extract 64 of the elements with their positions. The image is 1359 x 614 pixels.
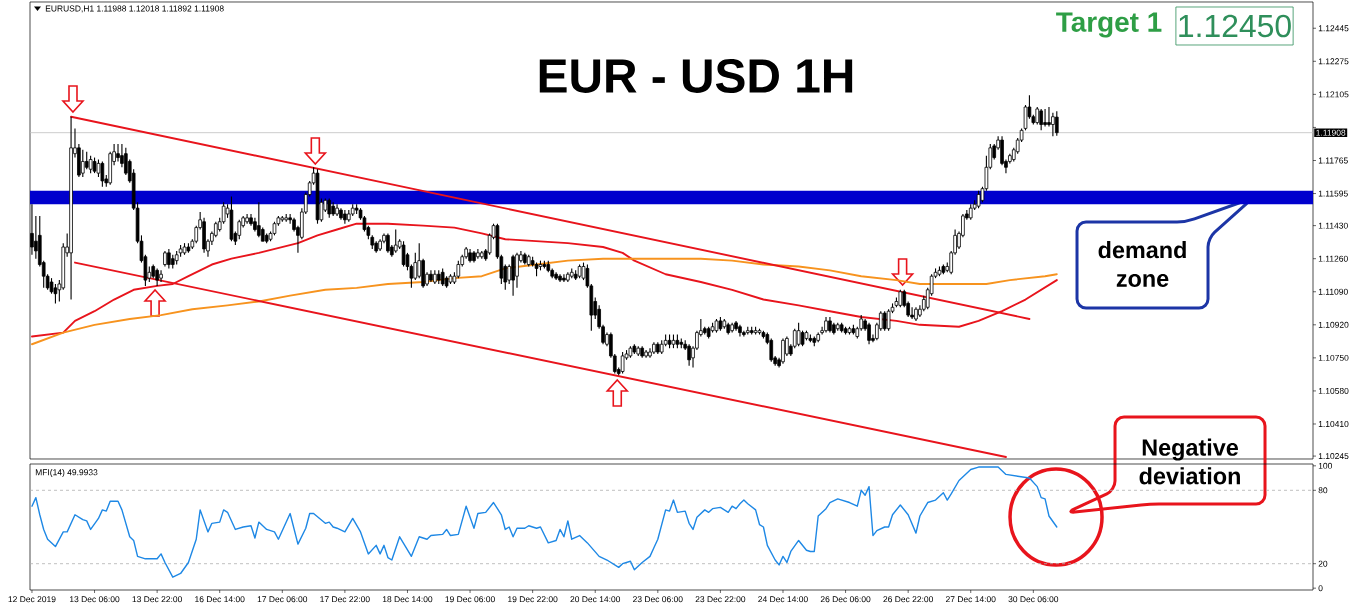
x-tick-label: 27 Dec 14:00 [945,596,996,603]
y-tick-label: 1.10410 [1318,421,1349,427]
annotation: 1.12450 [1179,14,1291,38]
y-tick-label: 1.12275 [1318,58,1349,65]
text: EUR - USD 1H [539,59,853,93]
y-tick-label: 0 [1318,585,1323,592]
y-tick-label: 1.12445 [1318,25,1349,32]
candlestick [393,228,398,254]
candlestick [1043,108,1047,127]
x-tick-label: 23 Dec 22:00 [695,596,746,603]
x-tick-label: 20 Dec 14:00 [570,596,621,603]
text: MFI(14) 49.9933 [35,469,98,477]
band-label: demand zone [1098,241,1186,287]
x-tick-label: 19 Dec 06:00 [445,596,495,603]
candlestick [476,248,480,260]
x-tick-label: 18 Dec 14:00 [382,596,433,603]
x-tick-label: 12 Dec 2019 [8,596,56,603]
y-tick-label: 1.10245 [1318,453,1349,460]
x-tick-label: 13 Dec 22:00 [132,596,182,603]
x-tick-label: 26 Dec 06:00 [820,596,871,603]
y-tick-label: 1.10750 [1318,354,1349,361]
y-tick-label: 20 [1318,560,1328,567]
x-tick-label: 24 Dec 14:00 [758,596,808,603]
x-tick-label: 17 Dec 22:00 [320,596,370,603]
candlestick [257,201,261,238]
annotation: Target 1 [1056,12,1162,38]
x-tick-label: 26 Dec 22:00 [883,596,933,603]
candlestick [245,213,249,225]
y-tick-label: 1.11595 [1318,190,1348,197]
candlestick [386,232,390,254]
y-tick-label: 1.11765 [1318,157,1348,164]
candlestick [116,143,120,163]
candlestick [1047,106,1051,127]
x-tick-label: 30 Dec 06:00 [1008,596,1059,603]
candlestick [882,310,887,332]
x-tick-label: 16 Dec 14:00 [195,596,245,603]
line-series [31,466,1058,578]
annotation: Negative deviation [1139,438,1240,485]
y-tick-label: 100 [1318,462,1332,469]
ref-line-label: 1.11908 [1316,129,1346,136]
x-tick-label: 17 Dec 06:00 [257,596,308,603]
candlestick [769,337,774,363]
x-tick-label: 13 Dec 06:00 [69,596,120,603]
y-tick-label: 1.11260 [1318,255,1348,262]
candlestick [343,209,347,225]
y-tick-label: 1.11430 [1318,222,1348,229]
candlestick [159,269,163,283]
y-tick-label: 1.12105 [1318,91,1349,98]
candlestick [781,337,785,365]
x-tick-label: 19 Dec 22:00 [508,596,558,603]
candlestick [796,322,801,347]
candlestick [81,149,85,178]
candlestick [867,322,871,345]
candlestick [1039,108,1043,131]
y-tick-label: 1.10920 [1318,321,1349,328]
y-tick-label: 1.10580 [1318,387,1349,394]
candlestick [511,254,515,297]
x-tick-label: 23 Dec 06:00 [633,596,683,603]
annotation: EURUSD,H1 1.11988 1.12018 1.11892 1.11908 [45,5,224,13]
candlestick [687,343,691,367]
y-tick-label: 80 [1318,487,1328,494]
y-tick-label: 1.11090 [1318,288,1348,295]
candlestick [167,248,171,269]
candlestick [1054,110,1059,137]
